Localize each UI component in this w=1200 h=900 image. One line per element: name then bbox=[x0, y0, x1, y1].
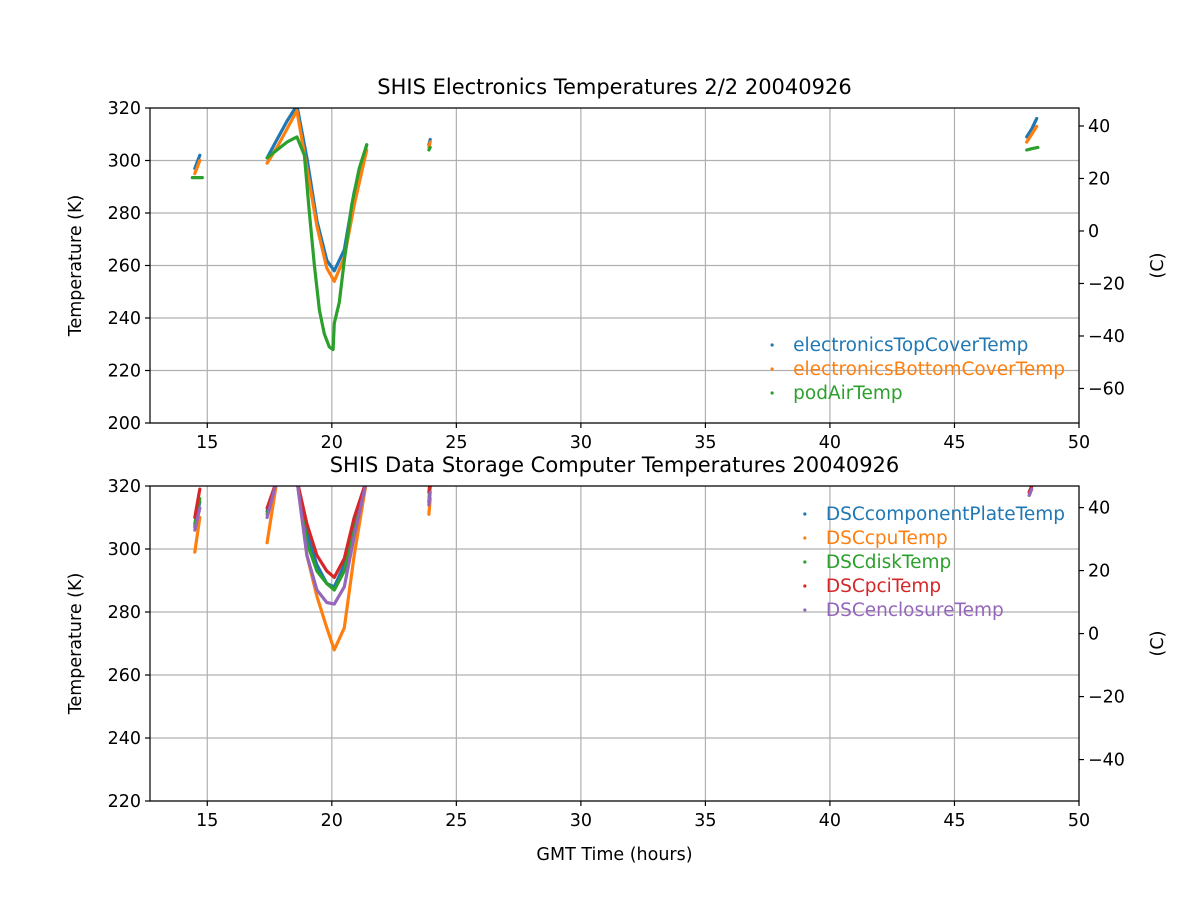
electronics-series-electronics-top-cover-temp bbox=[1025, 116, 1039, 139]
electronics-x-tick-label: 45 bbox=[943, 433, 965, 453]
dsc-legend-label-dscpci-temp: DSCpciTemp bbox=[826, 576, 941, 597]
dsc-legend: DSCcomponentPlateTemp DSCcpuTemp DSCdiskTe… bbox=[803, 504, 1065, 621]
dsc-legend-label-dsccpu-temp: DSCcpuTemp bbox=[826, 528, 948, 549]
electronics-legend-marker-electronics-bottom-cover-temp bbox=[770, 367, 774, 371]
electronics-x-tick-label: 30 bbox=[570, 433, 592, 453]
dsc-y-axis-label: Temperature (K) bbox=[66, 573, 86, 716]
electronics-right-y-ticks: −60 −40 −20 0 20 40 bbox=[1079, 117, 1125, 399]
electronics-legend-label-electronics-bottom-cover-temp: electronicsBottomCoverTemp bbox=[793, 359, 1065, 380]
dsc-legend-marker-dscdisk-temp bbox=[803, 560, 807, 564]
dsc-right-y-tick-label: 0 bbox=[1088, 625, 1099, 645]
electronics-series-pod-air-temp bbox=[265, 135, 369, 352]
electronics-y-tick-label: 300 bbox=[108, 152, 141, 172]
dsc-axes-frame bbox=[149, 485, 1080, 802]
dsc-x-tick-label: 30 bbox=[570, 811, 592, 831]
dsc-legend-marker-dsccpu-temp bbox=[803, 536, 807, 540]
dsc-x-tick-label: 25 bbox=[445, 811, 467, 831]
dsc-series-dscpci-temp bbox=[193, 487, 202, 520]
electronics-legend: electronicsTopCoverTemp electronicsBottom… bbox=[770, 335, 1065, 404]
dsc-series-dscpci-temp bbox=[427, 486, 432, 494]
electronics-x-tick-label: 35 bbox=[694, 433, 716, 453]
dsc-x-tick-label: 50 bbox=[1068, 811, 1090, 831]
electronics-right-y-tick-label: −40 bbox=[1088, 327, 1125, 347]
electronics-x-ticks: 15 20 25 30 35 40 45 50 bbox=[196, 423, 1090, 453]
electronics-y-tick-label: 320 bbox=[108, 99, 141, 119]
dsc-legend-marker-dscenclosure-temp bbox=[803, 608, 807, 612]
electronics-x-tick-label: 25 bbox=[445, 433, 467, 453]
dsc-x-tick-label: 40 bbox=[819, 811, 841, 831]
electronics-y-tick-label: 260 bbox=[108, 257, 141, 277]
electronics-series-electronics-bottom-cover-temp bbox=[193, 158, 202, 176]
dsc-right-y-tick-label: 20 bbox=[1088, 562, 1110, 582]
electronics-y-tick-label: 200 bbox=[108, 414, 141, 434]
electronics-right-y-tick-label: 40 bbox=[1088, 117, 1110, 137]
dsc-series-dscenclosure-temp bbox=[193, 506, 202, 532]
dsc-y-tick-label: 280 bbox=[108, 603, 141, 623]
electronics-right-y-tick-label: 0 bbox=[1088, 222, 1099, 242]
dsc-legend-label-dscenclosure-temp: DSCenclosureTemp bbox=[826, 600, 1004, 621]
electronics-series-electronics-top-cover-temp bbox=[193, 153, 202, 170]
electronics-y-tick-label: 240 bbox=[108, 309, 141, 329]
electronics-right-y-tick-label: −20 bbox=[1088, 274, 1125, 294]
electronics-right-y-tick-label: 20 bbox=[1088, 169, 1110, 189]
dsc-series-dscenclosure-temp bbox=[296, 486, 367, 606]
dsc-y-tick-label: 260 bbox=[108, 666, 141, 686]
electronics-y-axis-label: Temperature (K) bbox=[66, 195, 86, 338]
dsc-y-tick-label: 300 bbox=[108, 540, 141, 560]
dsc-legend-label-dsccomponent-plate-temp: DSCcomponentPlateTemp bbox=[826, 504, 1065, 525]
dsc-right-y-ticks: −40 −20 0 20 40 bbox=[1079, 499, 1125, 771]
electronics-plot-area bbox=[190, 108, 1040, 352]
dsc-right-y-tick-label: 40 bbox=[1088, 499, 1110, 519]
dsc-x-axis-label: GMT Time (hours) bbox=[536, 845, 692, 865]
electronics-y-ticks: 200 220 240 260 280 300 320 bbox=[108, 99, 150, 434]
electronics-legend-marker-electronics-top-cover-temp bbox=[770, 343, 774, 347]
dsc-series-dscenclosure-temp bbox=[1027, 487, 1034, 497]
dsc-chart-title: SHIS Data Storage Computer Temperatures … bbox=[330, 453, 900, 477]
electronics-y-tick-label: 280 bbox=[108, 204, 141, 224]
electronics-x-tick-label: 40 bbox=[819, 433, 841, 453]
electronics-x-tick-label: 50 bbox=[1068, 433, 1090, 453]
dsc-legend-marker-dscpci-temp bbox=[803, 584, 807, 588]
electronics-series-pod-air-temp bbox=[427, 145, 432, 152]
dsc-series-dsccpu-temp bbox=[193, 515, 202, 554]
dsc-y-tick-label: 240 bbox=[108, 729, 141, 749]
electronics-right-y-tick-label: −60 bbox=[1088, 379, 1125, 399]
dsc-x-tick-label: 45 bbox=[943, 811, 965, 831]
dsc-y-tick-label: 220 bbox=[108, 792, 141, 812]
dsc-x-tick-label: 35 bbox=[694, 811, 716, 831]
dsc-plot-area bbox=[193, 486, 1034, 652]
dsc-y-tick-label: 320 bbox=[108, 477, 141, 497]
electronics-right-axis-label: (C) bbox=[1148, 253, 1168, 279]
dsc-series-dscenclosure-temp bbox=[427, 490, 432, 507]
electronics-legend-label-electronics-top-cover-temp: electronicsTopCoverTemp bbox=[793, 335, 1028, 356]
electronics-x-tick-label: 15 bbox=[196, 433, 218, 453]
electronics-chart-title: SHIS Electronics Temperatures 2/2 200409… bbox=[377, 75, 851, 99]
dsc-x-tick-label: 20 bbox=[321, 811, 343, 831]
dsc-x-tick-label: 15 bbox=[196, 811, 218, 831]
dsc-right-y-tick-label: −40 bbox=[1088, 751, 1125, 771]
dsc-series-dscpci-temp bbox=[296, 486, 367, 580]
electronics-series-pod-air-temp bbox=[1025, 145, 1040, 152]
electronics-x-tick-label: 20 bbox=[321, 433, 343, 453]
dsc-right-axis-label: (C) bbox=[1148, 631, 1168, 657]
dsc-legend-marker-dsccomponent-plate-temp bbox=[803, 512, 807, 516]
electronics-y-tick-label: 220 bbox=[108, 362, 141, 382]
dsc-legend-label-dscdisk-temp: DSCdiskTemp bbox=[826, 552, 951, 573]
dsc-right-y-tick-label: −20 bbox=[1088, 688, 1125, 708]
electronics-legend-label-pod-air-temp: podAirTemp bbox=[793, 383, 903, 404]
dsc-x-ticks: 15 20 25 30 35 40 45 50 bbox=[196, 801, 1090, 831]
electronics-legend-marker-pod-air-temp bbox=[770, 391, 774, 395]
dsc-y-ticks: 220 240 260 280 300 320 bbox=[108, 477, 150, 812]
electronics-series-electronics-bottom-cover-temp bbox=[1025, 124, 1039, 144]
